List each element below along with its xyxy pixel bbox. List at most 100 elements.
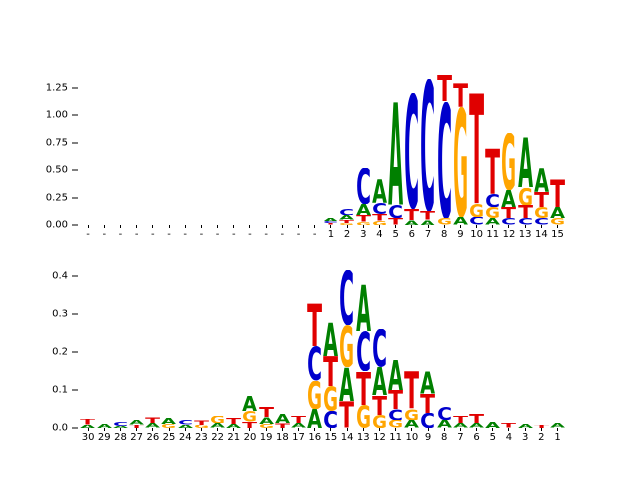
y-tick-mark xyxy=(72,169,78,171)
bottom-sequence-logo-subplot: 0.0 0.1 0.2 0.3 0.4 T A A C A A T T A A G C A T G G A T A A G T T A G… xyxy=(0,268,640,450)
x-tick: - xyxy=(129,225,145,240)
top-sequence-logo-subplot: 0.000.250.500.751.001.25ACTCATGCATGACTGA… xyxy=(0,60,640,247)
y-tick-label: 0.1 xyxy=(52,384,68,396)
x-tick-label: - xyxy=(296,229,301,240)
logo-letter-C: C xyxy=(340,270,355,325)
x-tick-mark xyxy=(346,225,348,228)
svg-text:C: C xyxy=(421,413,436,428)
logo-letter-A: A xyxy=(210,423,225,428)
logo-letter-A: A xyxy=(388,101,403,206)
logo-letter-A: A xyxy=(372,179,387,203)
x-tick-label: 6 xyxy=(473,432,480,443)
logo-letter-T: T xyxy=(356,371,371,405)
x-tick-mark xyxy=(524,428,526,431)
svg-text:T: T xyxy=(404,209,419,220)
x-tick-mark xyxy=(540,225,542,228)
logo-letter-A: A xyxy=(404,220,419,226)
svg-text:G: G xyxy=(502,133,517,190)
svg-text:T: T xyxy=(243,422,258,428)
logo-letter-C: C xyxy=(404,93,419,209)
svg-text:C: C xyxy=(534,218,549,225)
svg-text:C: C xyxy=(340,209,355,216)
svg-text:A: A xyxy=(404,220,419,226)
x-tick: 4 xyxy=(501,428,517,443)
x-tick-label: 29 xyxy=(97,432,111,443)
svg-text:T: T xyxy=(550,179,565,208)
logo-column xyxy=(307,60,323,225)
svg-text:T: T xyxy=(421,211,436,220)
svg-text:C: C xyxy=(421,79,436,211)
x-tick-mark xyxy=(508,428,510,431)
svg-text:C: C xyxy=(178,420,193,425)
x-tick-label: 15 xyxy=(551,229,564,240)
x-tick-label: 8 xyxy=(441,432,448,443)
svg-text:G: G xyxy=(307,381,322,410)
x-tick: - xyxy=(145,225,161,240)
logo-letter-G: G xyxy=(323,386,338,411)
logo-letter-G: G xyxy=(372,415,387,428)
logo-letter-C: C xyxy=(502,218,517,225)
x-tick-mark xyxy=(427,428,429,431)
svg-text:A: A xyxy=(97,424,112,428)
x-tick-label: 15 xyxy=(324,432,338,443)
logo-letter-A: A xyxy=(404,420,419,428)
logo-letter-A: A xyxy=(356,204,371,215)
logo-letter-G: G xyxy=(485,207,500,218)
logo-letter-T: T xyxy=(291,416,306,424)
logo-letter-A: A xyxy=(534,168,549,192)
logo-letter-C: C xyxy=(485,194,500,207)
svg-text:A: A xyxy=(550,423,565,428)
logo-letter-A: A xyxy=(518,424,533,428)
svg-text:T: T xyxy=(226,418,241,424)
logo-letter-A: A xyxy=(226,424,241,428)
y-tick: 0.0 xyxy=(6,423,78,434)
svg-text:C: C xyxy=(372,329,387,367)
x-tick: 6 xyxy=(404,225,420,240)
logo-letter-G: G xyxy=(534,207,549,218)
svg-text:T: T xyxy=(437,75,452,101)
svg-text:G: G xyxy=(437,218,452,225)
x-tick: 15 xyxy=(549,225,565,240)
x-tick-mark xyxy=(476,428,478,431)
svg-text:T: T xyxy=(194,420,209,425)
y-tick-mark xyxy=(72,351,78,353)
x-tick: 29 xyxy=(96,428,112,443)
x-tick-label: 9 xyxy=(424,432,432,443)
x-tick-mark xyxy=(492,225,494,228)
svg-text:T: T xyxy=(485,148,500,194)
x-tick: 13 xyxy=(355,428,371,443)
logo-letter-A: A xyxy=(259,417,274,424)
logo-column xyxy=(193,60,209,225)
y-tick-label: 0.25 xyxy=(45,192,68,203)
x-tick-mark xyxy=(476,225,478,228)
svg-text:A: A xyxy=(291,423,306,428)
logo-letter-C: C xyxy=(469,217,484,225)
svg-text:G: G xyxy=(243,411,258,422)
logo-letter-A: A xyxy=(145,423,160,428)
x-tick-label: 21 xyxy=(227,432,241,443)
svg-text:A: A xyxy=(210,423,225,428)
x-tick-mark xyxy=(330,225,332,228)
svg-text:A: A xyxy=(404,420,419,428)
x-tick-mark xyxy=(152,225,154,228)
svg-text:T: T xyxy=(421,394,436,413)
x-tick-label: 1 xyxy=(327,229,335,240)
logo-letter-C: C xyxy=(388,205,403,218)
logo-letter-G: G xyxy=(550,218,565,225)
x-tick: - xyxy=(161,225,177,240)
svg-text:T: T xyxy=(469,92,484,204)
x-tick-label: 12 xyxy=(373,432,386,443)
svg-text:T: T xyxy=(502,423,517,428)
x-tick-mark xyxy=(184,225,186,228)
x-tick-mark xyxy=(314,225,316,228)
